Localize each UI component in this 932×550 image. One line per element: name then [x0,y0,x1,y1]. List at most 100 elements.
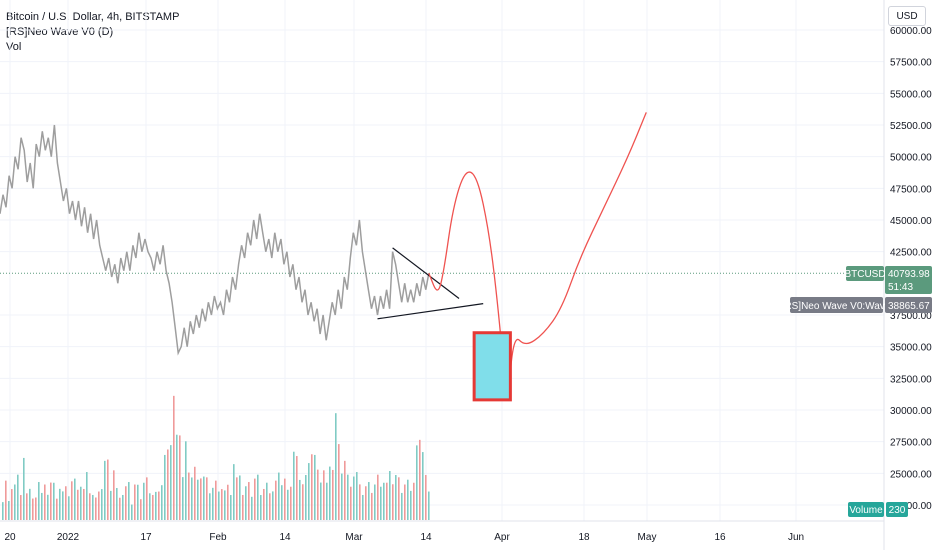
volume-bar [80,486,82,520]
volume-bar [23,457,25,520]
volume-bar [245,486,247,520]
volume-bar [176,434,178,520]
volume-badge: Volume 230 [848,502,908,517]
volume-bar [236,477,238,520]
volume-bar [299,479,301,520]
neowave-label: [RS]Neo Wave V0:Wave [782,301,891,312]
volume-bar [368,482,370,520]
volume-bar [32,498,34,520]
price-tick-label: 35000.00 [890,343,932,354]
volume-bar [83,488,85,520]
time-tick-label: 16 [714,532,726,543]
volume-bar [125,486,127,520]
price-tick-label: 57500.00 [890,58,932,69]
volume-bar [65,486,67,520]
volume-bar [362,494,364,520]
currency-button[interactable]: USD [888,6,926,26]
volume-bar [71,481,73,520]
price-scale[interactable]: 60000.00 57500.00 55000.00 52500.00 50000.00… [890,26,932,512]
volume-bar [404,484,406,520]
volume-bar [101,489,103,520]
volume-bar [278,472,280,520]
volume-bar [230,495,232,520]
volume-bar [386,482,388,520]
time-tick-label: 14 [420,532,432,543]
volume-bar [356,472,358,520]
volume-bar [164,454,166,520]
volume-bar [77,489,79,520]
volume-bar [377,474,379,520]
volume-bar [62,491,64,520]
volume-bar [116,488,118,520]
volume-bar [305,475,307,520]
projection-box[interactable] [472,331,512,402]
triangle-upper-trendline[interactable] [392,247,460,300]
volume-bar [29,488,31,520]
volume-bar [344,460,346,520]
time-tick-label: 14 [279,532,291,543]
volume-bar [2,502,4,520]
volume-bar [197,479,199,520]
time-tick-label: 18 [578,532,590,543]
volume-bar [20,495,22,520]
triangle-lower-trendline[interactable] [377,303,484,320]
volume-bar [272,491,274,520]
volume-bar [11,489,13,520]
volume-bar [419,439,421,520]
volume-bar [401,492,403,520]
volume-bar [293,451,295,520]
volume-bar [365,486,367,520]
volume-bar [50,482,52,520]
volume-bar [209,493,211,520]
volume-bar [215,480,217,520]
volume-bar [224,490,226,520]
volume-bar [107,459,109,520]
volume-bar [233,464,235,520]
volume-bar [416,445,418,520]
legend-symbol[interactable]: Bitcoin / U.S. Dollar, 4h, BITSTAMP [6,11,180,23]
volume-bar [347,474,349,520]
volume-bar [110,490,112,520]
time-tick-label: Mar [345,532,363,543]
btcusd-label: BTCUSD [844,269,885,280]
time-scale[interactable]: 20 2022 17 Feb 14 Mar 14 Apr 18 May 16 Jun [4,532,804,543]
volume-bar [206,477,208,520]
time-tick-label: 2022 [57,532,80,543]
volume-bar [188,472,190,520]
volume-bar [302,484,304,520]
volume-bar [152,494,154,520]
volume-label: Volume [849,505,883,516]
volume-bar [335,413,337,520]
volume-bar [425,475,427,520]
volume-bar [167,449,169,520]
volume-bar [323,470,325,520]
volume-bar [389,471,391,520]
volume-bar [317,469,319,520]
volume-bar [338,444,340,520]
legend-indicator[interactable]: [RS]Neo Wave V0 (D) [6,26,114,38]
time-tick-label: Apr [494,532,510,543]
volume-bar [104,460,106,520]
volume-bar [86,472,88,520]
price-tick-label: 60000.00 [890,26,932,37]
time-tick-label: May [638,532,657,543]
volume-bar [341,473,343,520]
volume-bar [398,477,400,520]
volume-bar [182,477,184,520]
volume-bar [59,488,61,520]
volume-bar [263,488,265,520]
volume-bar [248,482,250,520]
volume-bar [422,452,424,520]
volume-bar [89,493,91,520]
volume-bar [290,486,292,520]
volume-bar [95,497,97,520]
volume-bar [158,491,160,520]
volume-bar [212,487,214,520]
volume-bar [329,466,331,520]
price-tick-label: 50000.00 [890,153,932,164]
volume-bar [8,501,10,520]
volume-bar [392,484,394,520]
volume-bar [53,482,55,520]
volume-bar [359,484,361,520]
